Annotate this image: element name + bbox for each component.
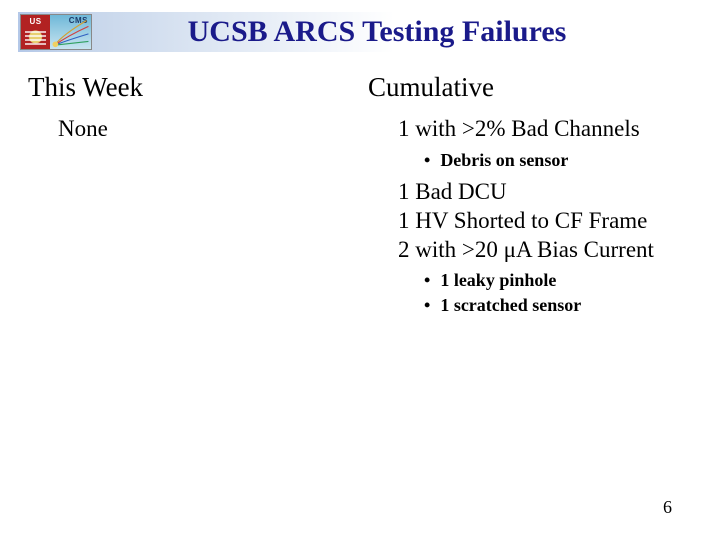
bullet-text: 1 scratched sensor (440, 293, 581, 317)
bullet-item: • 1 leaky pinhole (424, 268, 692, 292)
cumulative-item: 1 with >2% Bad Channels (398, 115, 692, 144)
bullet-item: • 1 scratched sensor (424, 293, 692, 317)
bullet-text: Debris on sensor (440, 148, 568, 172)
cumulative-item: 1 HV Shorted to CF Frame (398, 207, 692, 236)
cumulative-sublist-2: • 1 leaky pinhole • 1 scratched sensor (424, 268, 692, 317)
column-this-week: This Week None (28, 72, 368, 323)
header-bar: US CMS UCSB ARCS Testing Failures (18, 12, 702, 52)
logo-left-panel: US (21, 15, 50, 49)
slide-title: UCSB ARCS Testing Failures (92, 15, 702, 49)
logo-burst-icon (50, 15, 91, 49)
bullet-text: 1 leaky pinhole (440, 268, 556, 292)
bullet-icon: • (424, 293, 430, 317)
heading-cumulative: Cumulative (368, 72, 692, 103)
logo: US CMS (20, 14, 92, 50)
content-area: This Week None Cumulative 1 with >2% Bad… (28, 72, 692, 323)
logo-right-panel: CMS (50, 15, 91, 49)
heading-this-week: This Week (28, 72, 368, 103)
page-number: 6 (663, 497, 672, 518)
bullet-item: • Debris on sensor (424, 148, 692, 172)
column-cumulative: Cumulative 1 with >2% Bad Channels • Deb… (368, 72, 692, 323)
cumulative-item: 2 with >20 μA Bias Current (398, 236, 692, 265)
logo-left-text: US (29, 17, 41, 26)
bullet-icon: • (424, 148, 430, 172)
cumulative-item: 1 Bad DCU (398, 178, 692, 207)
cumulative-sublist-1: • Debris on sensor (424, 148, 692, 172)
this-week-item: None (58, 115, 368, 144)
bullet-icon: • (424, 268, 430, 292)
